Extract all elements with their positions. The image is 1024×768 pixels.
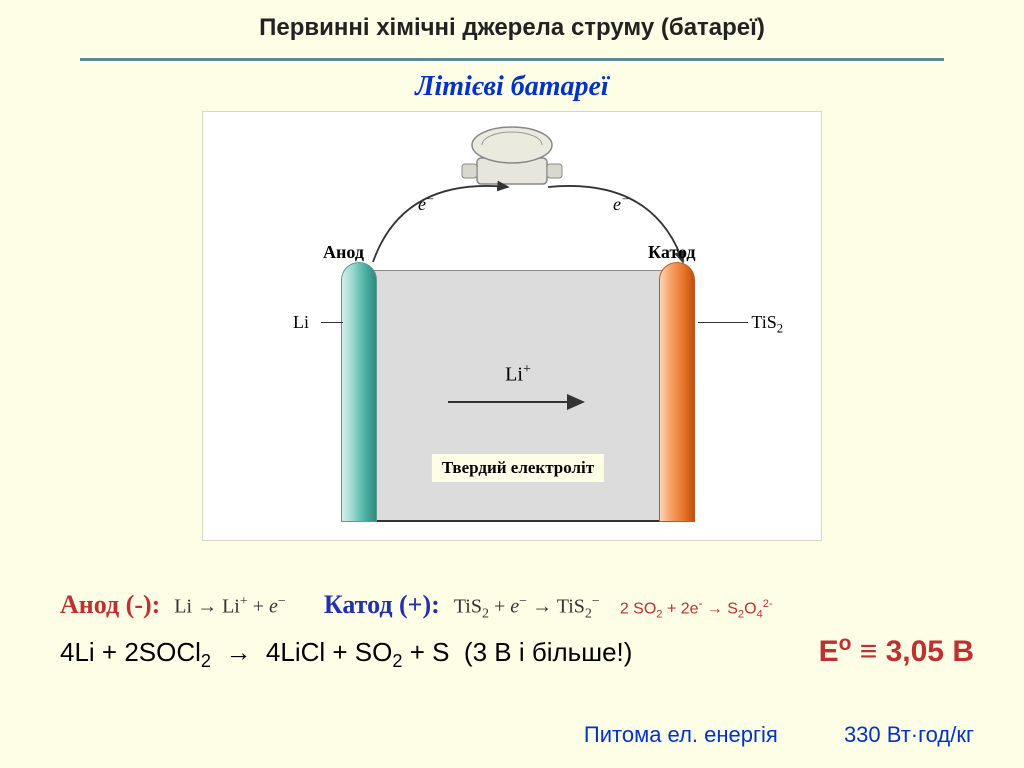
anode-half-reaction: Li → Li+ + e−: [174, 594, 286, 619]
cathode-half-reaction: TiS2 + e− → TiS2−: [454, 594, 600, 623]
electrolyte-label: Твердий електроліт: [432, 454, 604, 482]
cathode-label: Катод: [648, 242, 696, 263]
specific-energy-value: 330 Вт·год/кг: [844, 722, 974, 747]
half-reactions-row: Анод (-): Li → Li+ + e− Катод (+): TiS2 …: [60, 590, 994, 623]
ion-label: Li+: [505, 362, 531, 387]
cathode-heading: Катод (+):: [324, 590, 440, 620]
cell-body: Li TiS2 Li+ Твердий електроліт: [303, 262, 733, 522]
battery-diagram: e− e− Анод Катод Li TiS2 Li+ Твердий еле…: [202, 111, 822, 541]
page-title: Первинні хімічні джерела струму (батареї…: [0, 0, 1024, 42]
electron-label-right: e−: [613, 192, 630, 215]
cathode-material-label: TiS2: [751, 312, 783, 337]
title-divider: [80, 58, 944, 61]
anode-label: Анод: [323, 242, 364, 263]
cathode-leader-line: [698, 322, 748, 323]
specific-energy-label: Питома ел. енергія: [584, 722, 778, 747]
cathode-electrode: [659, 262, 695, 522]
footer-energy: Питома ел. енергія 330 Вт·год/кг: [584, 722, 974, 748]
electron-label-left: e−: [418, 192, 435, 215]
subtitle: Літієві батареї: [0, 71, 1024, 103]
anode-leader-line: [321, 322, 343, 323]
emf-value: Eo ≡ 3,05 В: [819, 632, 974, 669]
electron-arc-left: [363, 167, 533, 267]
extra-reaction: 2 SO2 + 2e- → S2O42-: [620, 598, 773, 621]
anode-electrode: [341, 262, 377, 522]
anode-material-label: Li: [293, 312, 309, 333]
anode-heading: Анод (-):: [60, 590, 160, 620]
ion-arrow: [443, 392, 593, 412]
